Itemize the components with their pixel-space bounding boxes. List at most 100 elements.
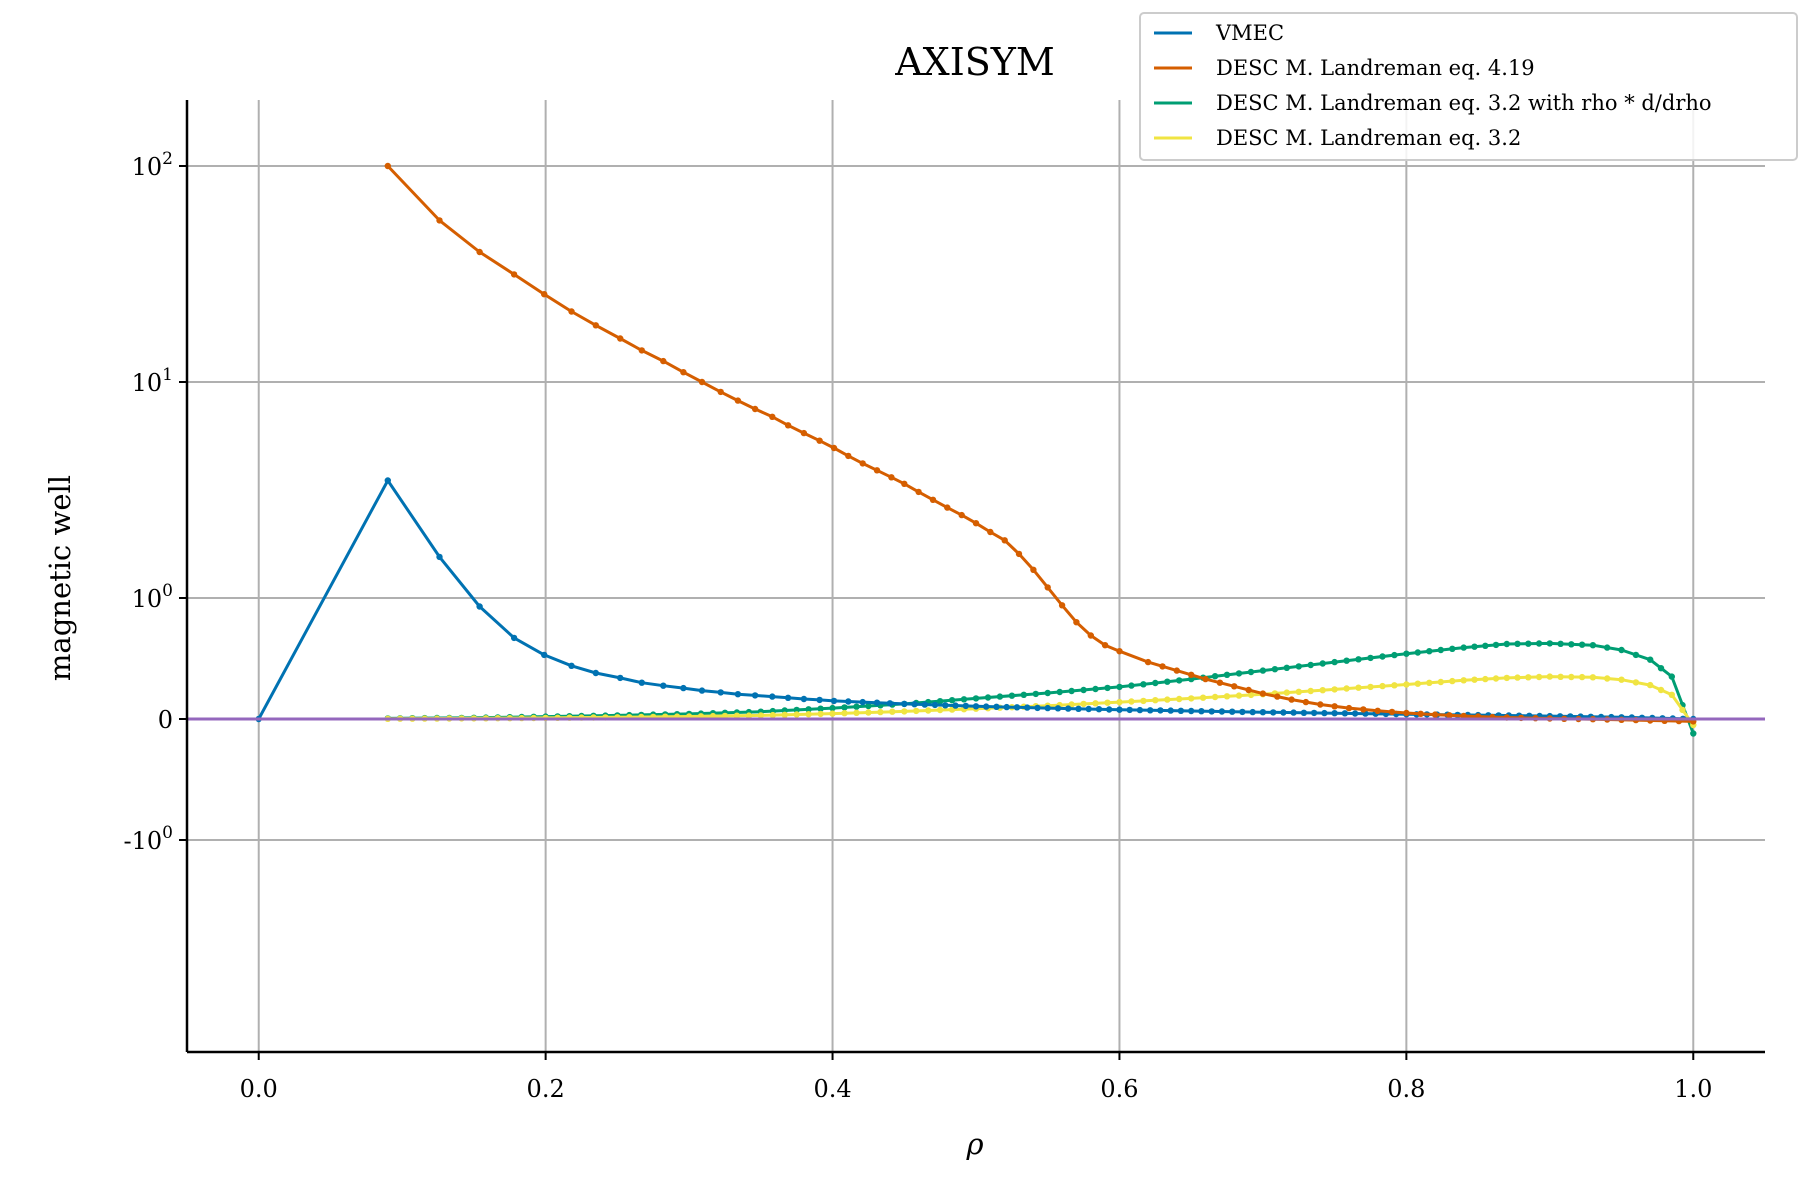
series-point: [1391, 682, 1398, 689]
series-point: [1604, 675, 1611, 682]
series-point: [1030, 566, 1037, 573]
series-point: [733, 712, 741, 719]
series-line: [386, 164, 1694, 723]
y-tick-base: 0: [158, 706, 173, 734]
series-point: [1351, 710, 1359, 717]
y-tick-base: 10: [132, 153, 163, 181]
series-point: [384, 477, 391, 484]
series-point: [873, 699, 881, 706]
series-point: [901, 480, 908, 487]
series-point: [1280, 709, 1287, 716]
series-point: [1044, 689, 1051, 697]
x-tick-label: 0.6: [1100, 1075, 1138, 1103]
series-point: [1331, 703, 1338, 710]
series-point: [1604, 644, 1611, 651]
series-point: [1229, 708, 1236, 715]
series-point: [1367, 654, 1374, 662]
y-tick-exponent: 1: [162, 365, 173, 385]
series-point: [1101, 642, 1109, 649]
series-point: [1647, 681, 1654, 689]
series-point: [638, 679, 645, 686]
grid-lines: [187, 100, 1765, 1052]
series-point: [1008, 692, 1016, 699]
series-point: [1589, 642, 1597, 649]
series-point: [1274, 693, 1281, 700]
series-point: [853, 703, 860, 710]
series-point: [1116, 648, 1123, 655]
series-point: [1270, 709, 1277, 716]
series-point: [592, 322, 599, 329]
series-point: [1054, 705, 1062, 712]
series-point: [984, 694, 992, 701]
series-point: [944, 504, 951, 511]
series-point: [1367, 683, 1374, 691]
series-point: [1211, 673, 1219, 680]
series-point: [1247, 668, 1255, 676]
series-point: [680, 684, 687, 692]
series-point: [888, 474, 895, 481]
series-2: [384, 640, 1697, 737]
series-point: [1690, 730, 1697, 737]
series-point: [1331, 710, 1338, 717]
series-point: [1503, 640, 1511, 648]
series-point: [476, 248, 483, 256]
series-point: [1176, 695, 1183, 703]
series-point: [1317, 701, 1324, 708]
series-point: [817, 710, 824, 718]
series-point: [1514, 640, 1521, 647]
series-point: [617, 335, 624, 342]
series-point: [1068, 687, 1075, 695]
series-point: [1211, 693, 1219, 701]
series-point: [1199, 694, 1207, 701]
series-point: [925, 707, 932, 714]
series-point: [1414, 649, 1422, 656]
series-point: [1080, 686, 1087, 694]
y-tick-base: -10: [124, 827, 163, 855]
series-point: [510, 634, 518, 642]
series-point: [817, 705, 824, 712]
series-point: [1657, 665, 1665, 672]
series-point: [931, 701, 939, 709]
y-tick-exponent: 0: [162, 823, 173, 843]
series-point: [1001, 537, 1008, 544]
series-point: [1164, 678, 1171, 685]
series-point: [1437, 678, 1445, 686]
series-point: [660, 682, 667, 689]
series-point: [757, 712, 764, 719]
series-point: [1388, 708, 1396, 716]
series-point: [592, 669, 599, 677]
series-point: [1307, 687, 1314, 695]
y-tick-exponent: 2: [162, 149, 173, 169]
series-point: [1331, 686, 1338, 693]
series-point: [1578, 673, 1586, 681]
legend-label: DESC M. Landreman eq. 3.2 with rho * d/d…: [1216, 91, 1712, 115]
series-point: [987, 528, 994, 536]
y-tick-label: 0: [158, 706, 173, 734]
series-point: [996, 693, 1004, 700]
y-tick-base: 10: [132, 369, 163, 397]
series-point: [1144, 658, 1152, 666]
series-point: [1065, 705, 1072, 712]
series-point: [1331, 658, 1338, 666]
series-point: [1020, 691, 1027, 698]
series-point: [1140, 697, 1147, 705]
series-point: [436, 553, 443, 561]
series-point: [1437, 646, 1445, 654]
series-point: [805, 706, 812, 713]
series-point: [1417, 710, 1424, 717]
series-point: [1188, 695, 1195, 702]
series-point: [1152, 697, 1159, 704]
series-point: [972, 695, 980, 702]
series-point: [638, 347, 645, 354]
series-point: [793, 711, 800, 718]
x-tick-label: 0.8: [1387, 1075, 1425, 1103]
series-point: [1310, 709, 1318, 717]
series-point: [781, 711, 788, 718]
series-point: [1492, 641, 1500, 649]
series-point: [436, 217, 443, 224]
series-point: [1003, 703, 1010, 711]
x-tick-label: 1.0: [1674, 1075, 1712, 1103]
series-point: [1471, 643, 1478, 650]
x-tick-label: 0.4: [813, 1075, 851, 1103]
